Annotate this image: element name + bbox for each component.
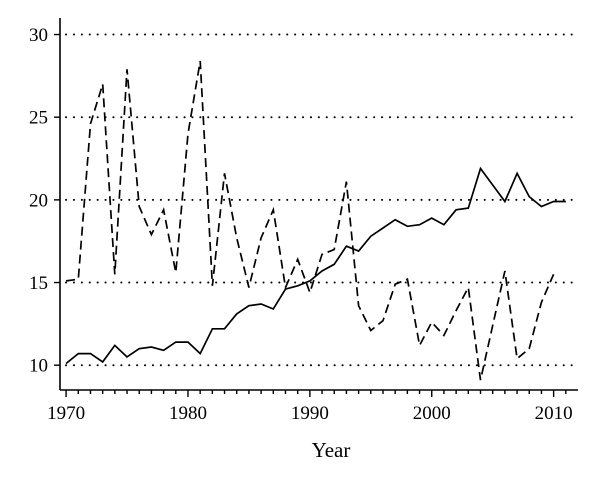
y-tick-label-25: 25	[29, 108, 48, 129]
x-tick-label-1990: 1990	[291, 403, 329, 424]
x-tick-label-1980: 1980	[169, 403, 207, 424]
x-axis-ticks: 1970 1980 1990 2000 2010	[47, 390, 573, 424]
series-line-dashed	[65, 60, 555, 381]
y-tick-label-30: 30	[29, 25, 48, 46]
y-axis-ticks: 10 15 20 25 30	[29, 25, 60, 377]
grid-lines	[65, 33, 577, 367]
x-tick-label-2000: 2000	[413, 403, 451, 424]
series-line-solid	[65, 166, 566, 365]
x-tick-label-1970: 1970	[47, 403, 85, 424]
series-lines	[65, 60, 566, 381]
x-axis-title: Year	[312, 438, 351, 462]
x-tick-label-2010: 2010	[535, 403, 573, 424]
axes	[59, 18, 578, 391]
y-tick-label-10: 10	[29, 356, 48, 377]
y-tick-label-15: 15	[29, 273, 48, 294]
y-tick-label-20: 20	[29, 190, 48, 211]
